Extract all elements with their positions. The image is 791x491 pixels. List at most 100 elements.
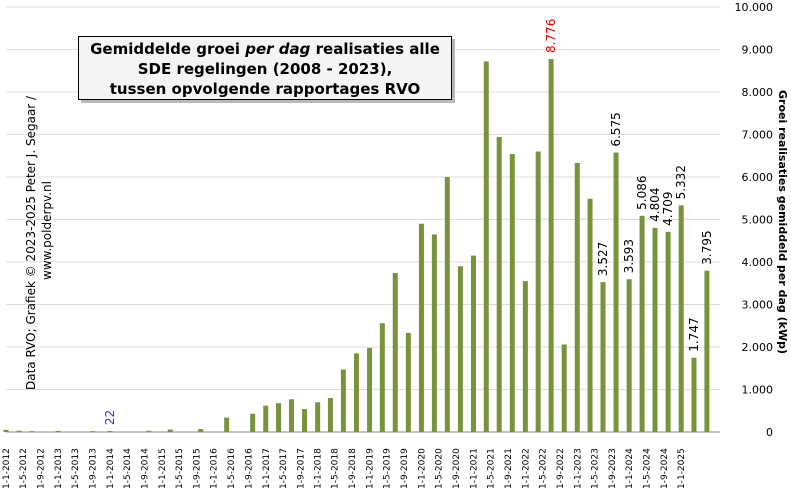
x-tick-label: 1-5-2023 [590, 448, 600, 489]
x-tick-label: 1-5-2015 [175, 448, 185, 489]
y-axis-label: Groei realisaties gemiddeld per dag (kWp… [776, 90, 789, 354]
bar [327, 398, 333, 432]
bar [600, 282, 606, 432]
x-tick-label: 1-5-2016 [227, 448, 237, 489]
bar [483, 61, 489, 433]
bar [457, 266, 463, 432]
x-tick-label: 1-5-2024 [642, 448, 652, 489]
y-tick-label: 0 [766, 426, 773, 439]
x-tick-label: 1-5-2022 [538, 448, 548, 489]
bar [652, 227, 658, 432]
x-tick-label: 1-9-2019 [400, 448, 410, 489]
bar [509, 154, 515, 433]
data-label: 3.593 [622, 239, 636, 273]
x-tick-label: 1-5-2013 [71, 448, 81, 489]
y-tick-label: 4.000 [742, 256, 774, 269]
x-tick-label: 1-9-2013 [89, 448, 99, 489]
bar [418, 223, 424, 432]
bar [522, 281, 528, 432]
title-emphasis: per dag [245, 40, 311, 58]
bar [146, 430, 152, 432]
credit-text: Data RVO; Grafiek © 2023-2025 Peter J. S… [24, 95, 38, 390]
bar [288, 399, 294, 432]
x-tick-label: 1-1-2019 [366, 448, 376, 489]
y-tick-label: 8.000 [742, 86, 774, 99]
x-tick-label: 1-9-2012 [37, 448, 47, 489]
x-tick-label: 1-1-2015 [158, 448, 168, 489]
x-tick-label: 1-1-2018 [314, 448, 324, 489]
bar [444, 177, 450, 432]
bar [379, 323, 385, 432]
bar [16, 430, 22, 432]
data-label: 3.795 [700, 230, 714, 264]
y-tick-label: 7.000 [742, 129, 774, 142]
data-label: 1.747 [687, 317, 701, 351]
data-label: 6.575 [609, 112, 623, 146]
bar-series [3, 59, 710, 433]
bar [574, 162, 580, 432]
bar [263, 405, 269, 432]
x-tick-label: 1-1-2022 [521, 448, 531, 489]
x-tick-label: 1-9-2018 [348, 448, 358, 489]
x-tick-label: 1-9-2017 [296, 448, 306, 489]
x-tick-label: 1-9-2016 [244, 448, 254, 489]
bar [496, 137, 502, 433]
data-label: 3.527 [596, 242, 610, 276]
bar [587, 198, 593, 432]
y-tick-label: 1.000 [742, 384, 774, 397]
x-tick-label: 1-1-2014 [106, 448, 116, 489]
bar [405, 332, 411, 432]
y-axis-ticks: 0 1.000 2.000 3.000 4.000 5.000 6.000 7.000 8.00… [735, 1, 774, 439]
x-tick-label: 1-1-2013 [54, 448, 64, 489]
bar [704, 270, 710, 432]
data-label: 5.086 [635, 175, 649, 209]
x-tick-label: 1-9-2020 [452, 448, 462, 489]
x-tick-label: 1-1-2016 [210, 448, 220, 489]
x-tick-label: 1-1-2012 [2, 448, 12, 489]
bar [535, 151, 541, 432]
x-tick-label: 1-5-2012 [19, 448, 29, 489]
data-label: 5.332 [674, 165, 688, 199]
bar [90, 431, 96, 432]
bar [678, 205, 684, 432]
bar [367, 347, 373, 432]
bar [107, 431, 113, 432]
x-axis-ticks: 1-1-2012 1-5-2012 1-9-2012 1-1-2013 1-5-2013… [2, 448, 687, 489]
data-label: 22 [103, 410, 117, 425]
chart-title-box: Gemiddelde groei per dag realisaties all… [78, 36, 452, 100]
title-line-2: SDE regelingen (2008 - 2023), [137, 60, 393, 78]
bar [626, 279, 632, 432]
bar [340, 369, 346, 432]
bar [561, 344, 567, 432]
x-tick-label: 1-5-2020 [435, 448, 445, 489]
bar [276, 403, 282, 432]
bar [224, 417, 230, 432]
bar [639, 215, 645, 432]
y-tick-label: 3.000 [742, 299, 774, 312]
x-tick-label: 1-9-2023 [608, 448, 618, 489]
y-tick-label: 10.000 [735, 1, 774, 14]
x-tick-label: 1-1-2021 [469, 448, 479, 489]
title-line-3: tussen opvolgende rapportages RVO [109, 80, 421, 98]
x-tick-label: 1-5-2019 [383, 448, 393, 489]
title-line-1: Gemiddelde groei per dag realisaties all… [90, 40, 440, 58]
y-tick-label: 6.000 [742, 171, 774, 184]
bar [431, 234, 437, 432]
x-tick-label: 1-9-2022 [556, 448, 566, 489]
bar [198, 429, 204, 432]
y-tick-label: 2.000 [742, 341, 774, 354]
bar [665, 231, 671, 432]
bar [55, 430, 61, 432]
x-tick-label: 1-1-2023 [573, 448, 583, 489]
bar [353, 353, 359, 432]
data-label: 4.709 [661, 192, 675, 226]
bar [315, 402, 321, 432]
bar [3, 429, 9, 432]
x-tick-label: 1-5-2021 [487, 448, 497, 489]
data-label: 8.776 [544, 19, 558, 53]
x-tick-label: 1-9-2024 [660, 448, 670, 489]
data-label: 4.804 [648, 187, 662, 221]
bar [548, 59, 554, 433]
